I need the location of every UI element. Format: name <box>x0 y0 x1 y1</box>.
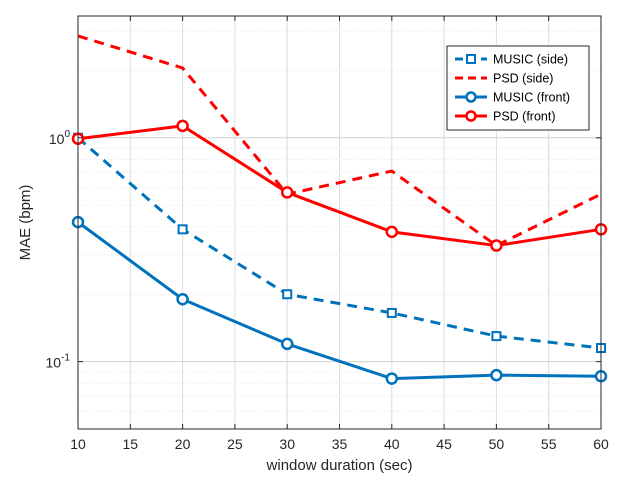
x-tick-label: 10 <box>70 436 86 452</box>
legend: MUSIC (side) PSD (side) MUSIC (front) PSD (… <box>446 45 590 131</box>
data-point-square <box>386 307 397 318</box>
data-point-square <box>282 289 293 300</box>
series-line <box>77 124 602 248</box>
y-tick-label: 10-1 <box>46 353 71 371</box>
legend-label: MUSIC (side) <box>493 53 568 67</box>
data-point-circle <box>490 239 503 252</box>
data-point-circle <box>385 225 399 239</box>
legend-marker-circle <box>465 91 477 103</box>
data-point-circle <box>490 368 503 382</box>
data-point-circle <box>280 337 294 351</box>
series-line <box>77 34 602 248</box>
x-tick-label: 55 <box>541 436 557 452</box>
data-point-circle <box>176 292 189 306</box>
grid <box>77 16 602 429</box>
x-tick-label: 45 <box>436 436 452 452</box>
legend-label: PSD (front) <box>493 110 556 124</box>
series-music-front <box>71 215 608 385</box>
y-axis-label: MAE (bpm) <box>17 185 34 261</box>
x-tick-label: 50 <box>489 436 505 452</box>
data-point-circle <box>280 186 294 199</box>
axes <box>77 15 602 430</box>
series-line <box>77 220 602 381</box>
legend-item: PSD (front) <box>455 110 556 124</box>
x-tick-label: 20 <box>175 436 191 452</box>
data-point-square <box>491 331 502 342</box>
data-point-circle <box>176 119 189 133</box>
legend-item: MUSIC (front) <box>455 91 570 105</box>
series-layer <box>71 34 608 385</box>
x-tick-label: 35 <box>332 436 348 452</box>
legend-item: PSD (side) <box>455 72 553 86</box>
data-point-circle <box>385 372 399 385</box>
legend-marker-square <box>466 54 476 64</box>
legend-marker-circle <box>465 110 477 122</box>
legend-label: PSD (side) <box>493 72 553 86</box>
x-tick-label: 40 <box>384 436 400 452</box>
data-point-square <box>177 224 188 235</box>
legend-label: MUSIC (front) <box>493 91 570 105</box>
legend-item: MUSIC (side) <box>455 53 568 67</box>
x-tick-label: 60 <box>593 436 609 452</box>
x-tick-label: 15 <box>123 436 139 452</box>
tick-labels: 10 15 20 25 30 35 40 45 50 55 60 10-1 100 <box>46 129 609 452</box>
series-psd-side <box>77 34 602 248</box>
y-tick-label: 100 <box>49 129 71 147</box>
x-tick-label: 30 <box>279 436 295 452</box>
series-line <box>77 136 602 350</box>
x-tick-label: 25 <box>227 436 243 452</box>
x-axis-label: window duration (sec) <box>266 457 413 474</box>
